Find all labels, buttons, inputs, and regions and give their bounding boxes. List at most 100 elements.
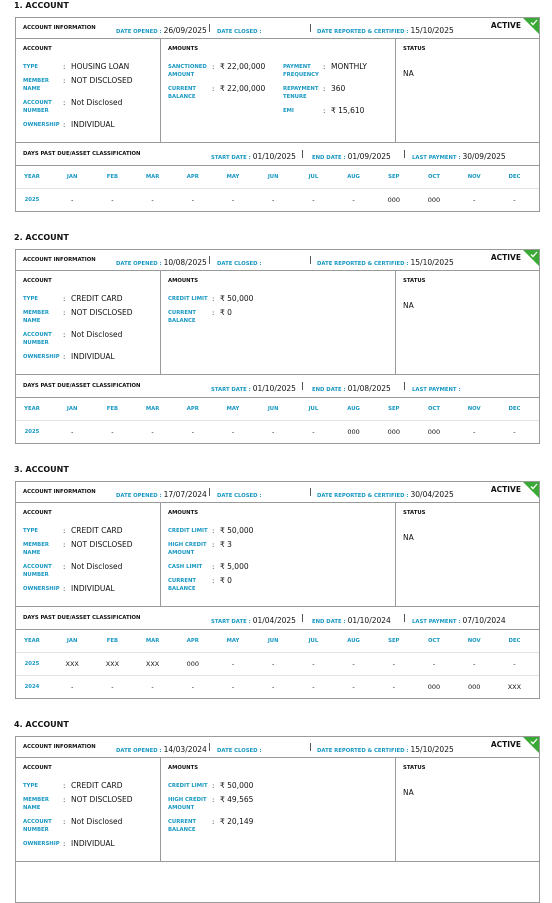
dpd-value: -	[231, 428, 235, 436]
amount-row: PAYMENT FREQUENCY: MONTHLY	[283, 63, 393, 79]
date-opened-value: 17/07/2024	[163, 490, 207, 499]
colon: :	[63, 563, 66, 571]
date-opened-value: 14/03/2024	[163, 745, 207, 754]
account-number-row: ACCOUNT NUMBER: Not Disclosed	[23, 99, 160, 115]
check-path	[530, 483, 538, 490]
dpd-value: -	[352, 683, 355, 691]
dpd-title: DAYS PAST DUE/ASSET CLASSIFICATION	[23, 151, 141, 157]
dpd-year-row: 2025 - - - - - - - - 000 000 - -	[16, 189, 539, 211]
type-row: TYPE: HOUSING LOAN	[23, 62, 160, 72]
amounts-column: AMOUNTS CREDIT LIMIT: ₹ 50,000 CURRENT BALA…	[161, 271, 396, 374]
dpd-year-row: 2024 - - - - - - - - - 000 000 XXX	[16, 676, 539, 698]
amount-value: ₹ 20,149	[220, 817, 254, 826]
date-closed: DATE CLOSED :	[217, 18, 262, 38]
dpd-value: -	[191, 683, 194, 691]
member-name-value: NOT DISCLOSED	[71, 308, 133, 317]
amount-value: ₹ 5,000	[220, 562, 249, 571]
start-date-value: 01/10/2025	[252, 384, 296, 393]
colon: :	[323, 63, 326, 71]
date-reported-label: DATE REPORTED & CERTIFIED :	[317, 493, 409, 499]
account-info-row: ACCOUNT INFORMATION DATE OPENED :14/03/20…	[16, 737, 539, 758]
end-date: END DATE :01/08/2025	[312, 375, 391, 401]
dpd-value: XXX	[145, 660, 160, 668]
month-header: AUG	[347, 638, 360, 644]
date-opened-label: DATE OPENED :	[116, 261, 162, 267]
colon: :	[63, 541, 66, 549]
details-grid: ACCOUNT TYPE: CREDIT CARD MEMBER NAME: NOT D…	[16, 271, 539, 375]
column-heading: ACCOUNT	[23, 765, 52, 771]
account-card: ACCOUNT INFORMATION DATE OPENED :17/07/20…	[15, 481, 540, 699]
amount-row: CURRENT BALANCE: ₹ 20,149	[168, 818, 283, 834]
month-header: MAR	[145, 638, 160, 644]
account-heading: 4. ACCOUNT	[14, 720, 69, 729]
type-label: TYPE	[23, 296, 38, 302]
dpd-value: XXX	[105, 660, 120, 668]
date-closed-label: DATE CLOSED :	[217, 748, 262, 754]
dpd-row: DAYS PAST DUE/ASSET CLASSIFICATION START …	[16, 143, 539, 166]
month-header: MAY	[226, 406, 240, 412]
last-payment: LAST PAYMENT :	[412, 375, 460, 401]
details-grid: ACCOUNT TYPE: CREDIT CARD MEMBER NAME: NOT D…	[16, 503, 539, 607]
separator	[310, 24, 311, 32]
account-number-row: ACCOUNT NUMBER: Not Disclosed	[23, 331, 160, 347]
status-badge: ACTIVE	[490, 740, 521, 749]
type-row: TYPE: CREDIT CARD	[23, 527, 160, 536]
dpd-value: XXX	[507, 683, 522, 691]
amount-row: SANCTIONED AMOUNT: ₹ 22,00,000	[168, 63, 283, 79]
colon: :	[323, 107, 326, 115]
colon: :	[212, 295, 215, 303]
last-payment-label: LAST PAYMENT :	[412, 155, 461, 161]
account-number-value: Not Disclosed	[71, 98, 123, 107]
start-date-label: START DATE :	[211, 619, 251, 625]
date-closed-label: DATE CLOSED :	[217, 29, 262, 35]
date-closed-label: DATE CLOSED :	[217, 261, 262, 267]
check-path	[530, 738, 538, 745]
info-title: ACCOUNT INFORMATION	[23, 257, 96, 263]
dpd-value: -	[272, 683, 275, 691]
member-name-label: MEMBER NAME	[23, 78, 49, 92]
details-grid: ACCOUNT TYPE: HOUSING LOAN MEMBER NAME: NOT …	[16, 39, 539, 143]
colon: :	[212, 818, 215, 826]
dpd-year-row: 2025 - - - - - - - 000 000 000 - -	[16, 421, 539, 443]
separator	[310, 488, 311, 496]
amount-value: MONTHLY	[331, 62, 367, 71]
dpd-value: -	[272, 428, 275, 436]
end-date-value: 01/08/2025	[347, 384, 391, 393]
member-name-value: NOT DISCLOSED	[71, 540, 133, 549]
date-reported-value: 15/10/2025	[410, 745, 454, 754]
amounts-subcolumn: CREDIT LIMIT: ₹ 50,000 HIGH CREDIT AMOUNT:…	[168, 782, 283, 840]
status-badge: ACTIVE	[490, 485, 521, 494]
amounts-column: AMOUNTS CREDIT LIMIT: ₹ 50,000 HIGH CREDIT …	[161, 503, 396, 606]
month-header: AUG	[347, 406, 360, 412]
month-header: YEAR	[24, 174, 40, 180]
month-header: DEC	[508, 174, 521, 180]
account-column: ACCOUNT TYPE: CREDIT CARD MEMBER NAME: NOT D…	[16, 503, 161, 606]
account-column: ACCOUNT TYPE: HOUSING LOAN MEMBER NAME: NOT …	[16, 39, 161, 142]
amount-label: PAYMENT FREQUENCY	[283, 64, 319, 78]
colon: :	[63, 121, 66, 129]
type-value: HOUSING LOAN	[71, 62, 130, 71]
amount-row: HIGH CREDIT AMOUNT: ₹ 49,565	[168, 796, 283, 812]
amount-label: SANCTIONED AMOUNT	[168, 64, 207, 78]
ownership-label: OWNERSHIP	[23, 586, 60, 592]
type-label: TYPE	[23, 528, 38, 534]
colon: :	[63, 782, 66, 790]
date-opened-label: DATE OPENED :	[116, 493, 162, 499]
account-number-label: ACCOUNT NUMBER	[23, 100, 52, 114]
amounts-column: AMOUNTS CREDIT LIMIT: ₹ 50,000 HIGH CREDIT …	[161, 758, 396, 861]
colon: :	[212, 563, 215, 571]
start-date-value: 01/04/2025	[252, 616, 296, 625]
amount-label: CASH LIMIT	[168, 564, 203, 570]
dpd-value: -	[71, 428, 74, 436]
account-number-value: Not Disclosed	[71, 330, 123, 339]
month-header: OCT	[427, 174, 440, 180]
date-closed: DATE CLOSED :	[217, 250, 262, 270]
date-opened: DATE OPENED :10/08/2025	[116, 250, 207, 270]
dpd-value: -	[312, 196, 315, 204]
month-header-row: YEAR JAN FEB MAR APR MAY JUN JUL AUG SEP OCT NOV DEC	[16, 398, 539, 421]
ownership-value: INDIVIDUAL	[71, 839, 115, 848]
account-info-row: ACCOUNT INFORMATION DATE OPENED :10/08/20…	[16, 250, 539, 271]
date-opened-value: 10/08/2025	[163, 258, 207, 267]
dpd-value: 000	[427, 196, 441, 204]
column-heading: STATUS	[403, 510, 426, 516]
